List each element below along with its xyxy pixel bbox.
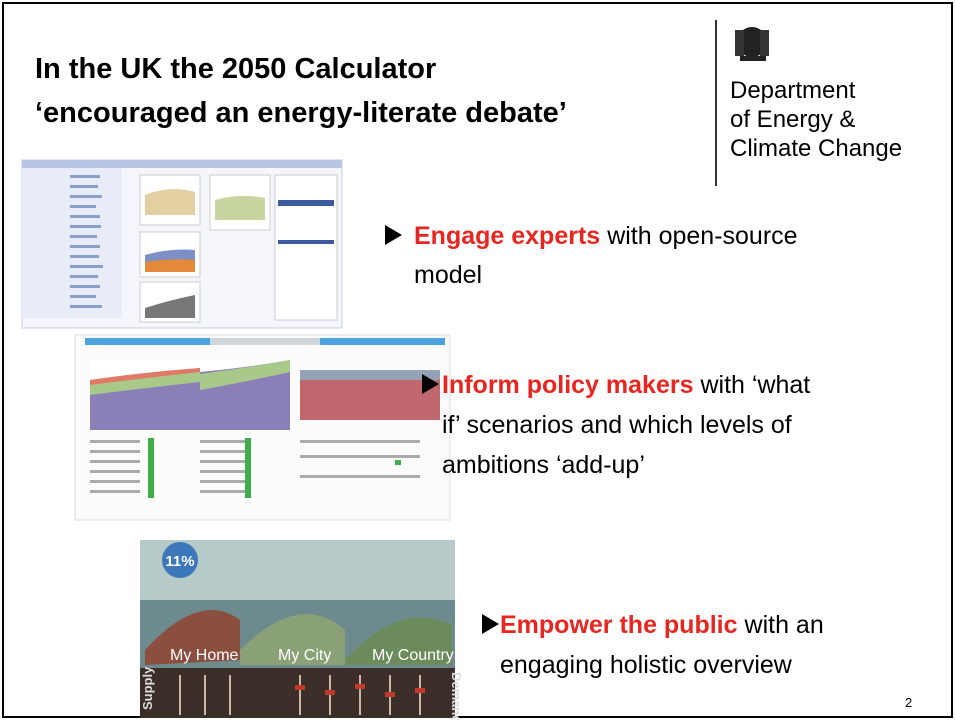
- bullet-arrow: [482, 614, 499, 634]
- bullet-line: ambitions ‘add-up’: [442, 451, 645, 479]
- bullet-line: if’ scenarios and which levels of: [442, 411, 792, 439]
- crest: [735, 27, 769, 61]
- bullet-line: with ‘what: [699, 371, 810, 399]
- bullet-text: Engage experts with open-source: [414, 222, 798, 250]
- bullet-line: engaging holistic overview: [500, 651, 793, 679]
- bullet-arrow: [422, 374, 439, 394]
- bullet-text: Inform policy makers with ‘what: [442, 371, 810, 399]
- screenshot-game: 11% My Home My City My Country Supply De…: [140, 540, 464, 720]
- bullet-lead: Empower the public: [500, 611, 738, 639]
- game-demand: Demand: [449, 672, 464, 720]
- bullet-lead: Engage experts: [414, 222, 600, 250]
- game-score: 11%: [165, 553, 194, 570]
- bullet-line: model: [414, 261, 482, 289]
- bullet-line: with an: [744, 611, 824, 639]
- game-supply: Supply: [140, 666, 155, 710]
- logo-text: Department: [730, 77, 856, 104]
- page-number: 2: [905, 695, 912, 710]
- title-line: In the UK the 2050 Calculator: [35, 53, 436, 85]
- bullet-line: with open-source: [606, 222, 797, 250]
- game-place: My City: [278, 647, 331, 664]
- logo-text: of Energy &: [730, 106, 855, 133]
- screenshot-spreadsheet: [21, 159, 343, 329]
- game-place: My Home: [170, 647, 239, 664]
- game-place: My Country: [372, 647, 454, 664]
- bullet-lead: Inform policy makers: [442, 371, 693, 399]
- logo-text: Climate Change: [730, 135, 902, 162]
- screenshot-web-tool: [74, 334, 451, 521]
- title-line: ‘encouraged an energy-literate debate’: [35, 97, 567, 129]
- bullet-arrow: [385, 225, 402, 245]
- bullet-text: Empower the public with an: [500, 611, 824, 639]
